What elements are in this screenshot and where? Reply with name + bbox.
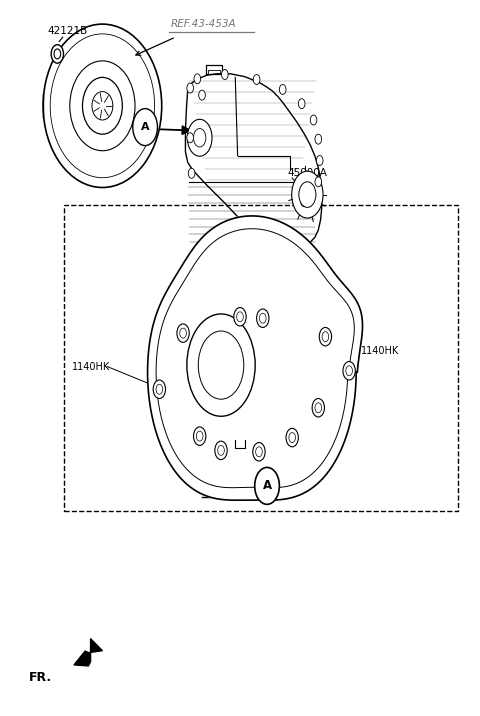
Circle shape xyxy=(234,308,246,326)
Circle shape xyxy=(194,74,201,84)
Circle shape xyxy=(279,84,286,95)
Circle shape xyxy=(221,69,228,79)
Circle shape xyxy=(316,155,323,165)
Circle shape xyxy=(218,445,224,455)
Polygon shape xyxy=(147,216,362,500)
Circle shape xyxy=(237,312,243,321)
Circle shape xyxy=(180,328,186,338)
Circle shape xyxy=(177,324,189,342)
Text: 1140HK: 1140HK xyxy=(361,346,399,356)
Text: 45328A: 45328A xyxy=(207,285,244,295)
Circle shape xyxy=(196,431,203,441)
Circle shape xyxy=(215,441,227,460)
Circle shape xyxy=(187,314,255,416)
Text: 45000A: 45000A xyxy=(288,168,327,178)
Text: VIEW: VIEW xyxy=(205,480,241,493)
Bar xyxy=(64,205,458,511)
Text: A: A xyxy=(263,480,272,493)
Circle shape xyxy=(193,427,206,445)
Circle shape xyxy=(51,44,63,63)
Circle shape xyxy=(133,109,157,145)
Ellipse shape xyxy=(70,61,135,151)
Circle shape xyxy=(322,332,329,342)
Circle shape xyxy=(199,90,205,100)
Text: A: A xyxy=(141,122,149,132)
Circle shape xyxy=(310,115,317,125)
Circle shape xyxy=(299,99,305,109)
Circle shape xyxy=(346,366,352,376)
Polygon shape xyxy=(74,639,102,666)
Circle shape xyxy=(319,327,332,346)
Circle shape xyxy=(315,403,322,412)
Circle shape xyxy=(54,49,60,59)
Circle shape xyxy=(153,380,166,399)
Ellipse shape xyxy=(83,77,122,134)
Text: 1140HJ: 1140HJ xyxy=(207,294,241,304)
Circle shape xyxy=(253,74,260,84)
Text: 45328A: 45328A xyxy=(250,268,287,278)
Circle shape xyxy=(292,171,323,218)
Circle shape xyxy=(187,83,193,93)
Text: 1140HK: 1140HK xyxy=(72,362,110,372)
Circle shape xyxy=(289,432,296,442)
Circle shape xyxy=(299,182,316,208)
Circle shape xyxy=(156,384,163,395)
Circle shape xyxy=(301,197,307,207)
Circle shape xyxy=(315,134,322,144)
Circle shape xyxy=(198,331,244,400)
Circle shape xyxy=(188,168,195,178)
Circle shape xyxy=(286,428,299,447)
Circle shape xyxy=(343,362,355,380)
Circle shape xyxy=(193,129,206,147)
Ellipse shape xyxy=(43,24,162,188)
Polygon shape xyxy=(156,228,354,488)
Circle shape xyxy=(315,177,322,187)
Circle shape xyxy=(312,399,324,417)
Text: 42121B: 42121B xyxy=(48,26,88,37)
Circle shape xyxy=(256,447,262,457)
Circle shape xyxy=(255,468,279,504)
Ellipse shape xyxy=(92,92,113,120)
Circle shape xyxy=(187,120,212,156)
Circle shape xyxy=(257,309,269,327)
Text: 1140HJ: 1140HJ xyxy=(264,276,299,286)
Circle shape xyxy=(187,132,193,142)
Text: FR.: FR. xyxy=(29,671,52,684)
Circle shape xyxy=(260,313,266,323)
Polygon shape xyxy=(185,74,322,246)
Text: REF.43-453A: REF.43-453A xyxy=(171,19,237,29)
Circle shape xyxy=(253,442,265,461)
